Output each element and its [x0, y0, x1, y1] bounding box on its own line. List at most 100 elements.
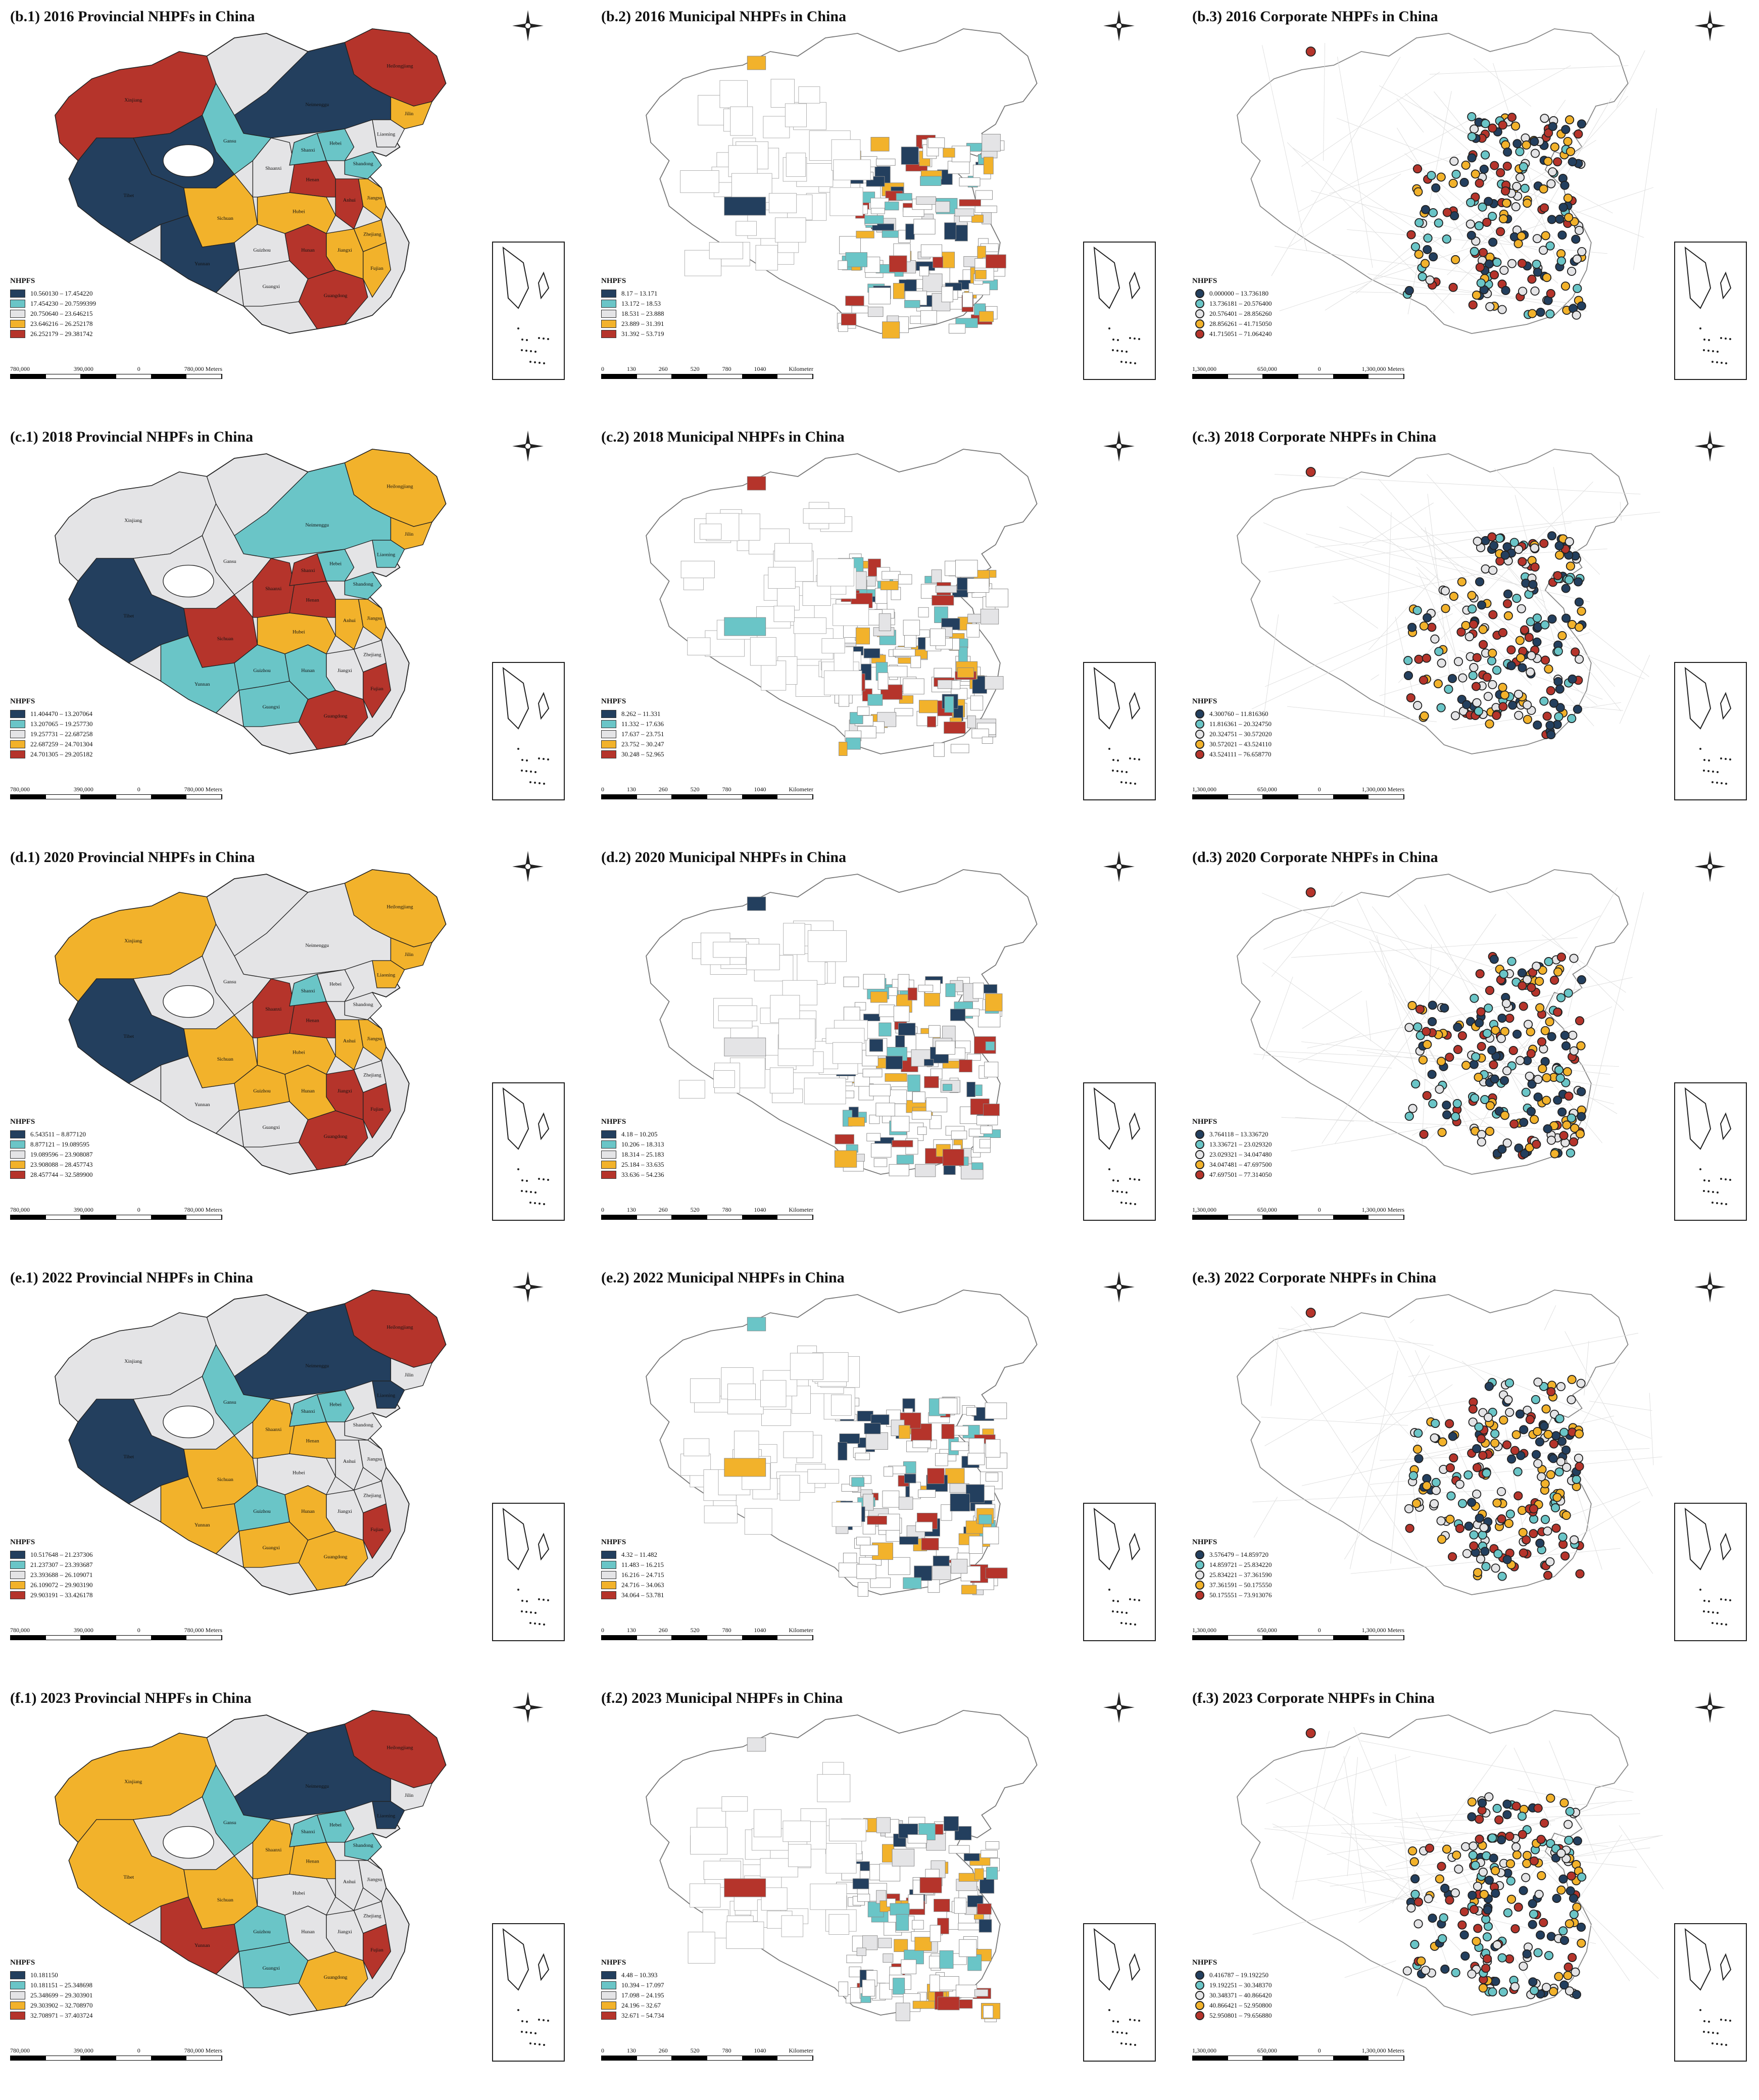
firm-point [1489, 1060, 1498, 1070]
firm-point [1481, 564, 1490, 574]
province-label: Zhejiang [363, 652, 381, 658]
firm-point [1402, 1966, 1412, 1976]
firm-point [1431, 183, 1441, 193]
municipality [934, 1899, 950, 1912]
firm-point [1478, 1868, 1488, 1877]
firm-point [1489, 541, 1499, 550]
municipality [941, 286, 953, 303]
province-label: Jiangsu [367, 616, 382, 622]
firm-point [1470, 1093, 1480, 1103]
firm-point [1428, 1914, 1437, 1923]
province-label: Heilongjiang [387, 64, 413, 69]
firm-point [1558, 1874, 1568, 1884]
province-label: Jilin [405, 1372, 413, 1378]
firm-point [1492, 710, 1501, 720]
scale-tick: 0 [601, 365, 604, 372]
firm-point [1571, 647, 1580, 657]
firm-point [1577, 975, 1586, 985]
province-label: Jiangxi [337, 248, 352, 253]
firm-point [1505, 1509, 1515, 1519]
province-label: Gansu [223, 138, 236, 144]
municipality [885, 1073, 907, 1082]
scale-tick: 1,300,000 [1192, 1206, 1216, 1213]
municipality [933, 742, 945, 757]
firm-point [1454, 1865, 1463, 1874]
province-label: Shandong [353, 1422, 373, 1428]
firm-point [1472, 1936, 1481, 1946]
municipality [980, 608, 999, 625]
legend-swatch [601, 2001, 616, 2010]
panel-title: (d.3) 2020 Corporate NHPFs in China [1192, 849, 1438, 866]
municipality [930, 1975, 940, 1992]
municipal-map-panel: (b.2) 2016 Municipal NHPFs in China NHPFS… [596, 4, 1172, 418]
firm-point [1436, 703, 1446, 712]
firm-point [1468, 1890, 1477, 1900]
firm-point [1545, 1017, 1554, 1027]
firm-point [1530, 149, 1540, 158]
legend-swatch [10, 1551, 25, 1559]
legend-label: 30.348371 – 40.866420 [1209, 1991, 1272, 1999]
legend-swatch [10, 740, 25, 748]
firm-point [1488, 610, 1498, 619]
firm-point [1551, 1523, 1561, 1533]
corporate-choropleth [1233, 1706, 1692, 2070]
firm-point [1556, 1848, 1566, 1858]
municipality [955, 223, 968, 242]
scale-bar: 780,000 390,000 0 780,000 Meters [10, 1627, 222, 1640]
firm-point [1471, 682, 1481, 691]
province-label: Guangxi [263, 1125, 280, 1130]
scale-tick: 780,000 Meters [184, 2047, 222, 2054]
panel-title: (c.3) 2018 Corporate NHPFs in China [1192, 428, 1437, 445]
municipality [882, 321, 900, 339]
firm-point [1529, 1910, 1539, 1919]
legend-entry: 16.216 – 24.715 [601, 1570, 664, 1580]
legend-entry: 4.48 – 10.393 [601, 1970, 664, 1980]
firm-point [1478, 625, 1488, 634]
firm-point [1469, 1060, 1479, 1069]
province-label: Yunnan [194, 261, 210, 267]
municipality [855, 627, 870, 645]
scale-tick: 0 [601, 1627, 604, 1634]
province-label: Xinjiang [124, 1779, 142, 1785]
firm-point [1423, 613, 1432, 623]
firm-point [1471, 1052, 1481, 1062]
corporate-map-panel: (e.3) 2022 Corporate NHPFs in China NHPFS… [1187, 1265, 1759, 1680]
municipality [970, 695, 984, 711]
legend-title: NHPFS [1192, 1959, 1217, 1967]
legend-label: 4.300760 – 11.816360 [1209, 710, 1268, 718]
municipality [985, 1567, 1008, 1579]
firm-point [1568, 157, 1577, 167]
firm-point [1527, 983, 1536, 992]
municipality [839, 741, 848, 756]
municipality [932, 595, 954, 606]
firm-point [1558, 1532, 1568, 1542]
firm-point [1535, 1538, 1545, 1548]
legend-entry: 52.950801 – 79.656880 [1192, 2011, 1272, 2021]
firm-point [1523, 700, 1532, 710]
firm-point [1540, 1479, 1550, 1489]
province-label: Hunan [301, 248, 315, 253]
legend-title: NHPFS [10, 697, 35, 705]
municipality [862, 1979, 875, 1997]
firm-point [1547, 1032, 1556, 1041]
firm-point [1563, 1971, 1573, 1980]
municipality [896, 1914, 909, 1931]
municipality [932, 1565, 951, 1580]
firm-point [1502, 599, 1512, 608]
province-neimenggu [234, 1724, 392, 1820]
firm-point [1455, 1523, 1464, 1533]
firm-point [1497, 1144, 1507, 1154]
legend-swatch [10, 1991, 25, 1999]
firm-point [1539, 539, 1549, 548]
firm-point [1445, 1514, 1455, 1524]
legend-swatch [1195, 1160, 1204, 1169]
firm-point [1515, 147, 1525, 157]
firm-point [1527, 651, 1536, 660]
legend-label: 23.752 – 30.247 [621, 740, 664, 748]
firm-point [1557, 631, 1567, 641]
firm-point [1453, 1045, 1463, 1055]
province-label: Fujian [370, 686, 383, 692]
firm-point [1573, 704, 1582, 714]
firm-point [1517, 231, 1526, 241]
firm-point [1518, 663, 1527, 673]
